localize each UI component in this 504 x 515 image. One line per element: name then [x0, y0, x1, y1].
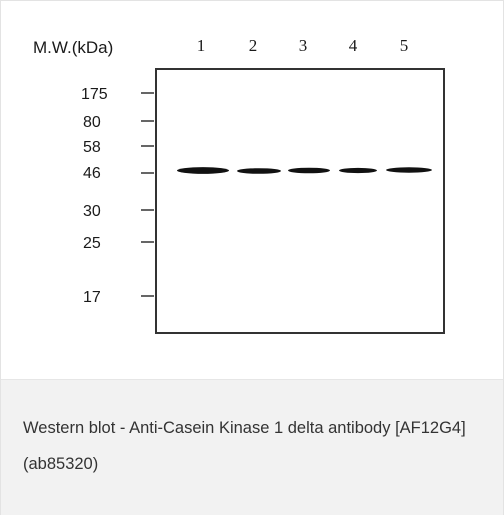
band-lane-2 [237, 168, 281, 174]
western-blot-figure: M.W.(kDa) 1 2 3 4 5 175 80 58 46 30 25 1… [33, 36, 445, 334]
lane-label-4: 4 [349, 36, 358, 55]
mw-header: M.W.(kDa) [33, 38, 113, 57]
western-blot-image[interactable]: M.W.(kDa) 1 2 3 4 5 175 80 58 46 30 25 1… [1, 1, 503, 379]
band-lane-3 [288, 167, 330, 174]
marker-label-25: 25 [83, 235, 101, 252]
blot-frame [155, 68, 445, 334]
band-lane-4 [339, 167, 377, 174]
marker-label-46: 46 [83, 165, 101, 182]
marker-label-17: 17 [83, 289, 101, 306]
lane-label-1: 1 [197, 36, 206, 55]
figure-caption: Western blot - Anti-Casein Kinase 1 delt… [1, 379, 503, 515]
marker-label-58: 58 [83, 139, 101, 156]
lane-label-2: 2 [249, 36, 258, 55]
band-lane-5 [386, 167, 432, 173]
marker-label-30: 30 [83, 203, 101, 220]
lane-label-5: 5 [400, 36, 409, 55]
lane-label-3: 3 [299, 36, 308, 55]
caption-text: Western blot - Anti-Casein Kinase 1 delt… [23, 419, 466, 473]
marker-label-175: 175 [81, 86, 108, 103]
band-lane-1 [177, 167, 229, 174]
marker-label-80: 80 [83, 114, 101, 131]
